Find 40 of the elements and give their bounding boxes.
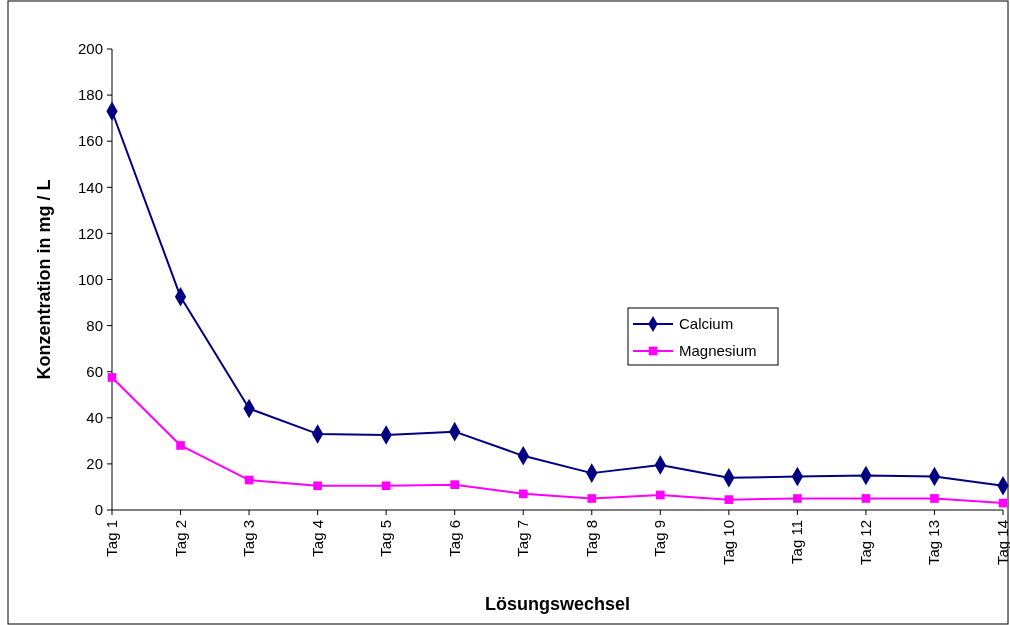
x-tick-label: Tag 11 xyxy=(788,520,806,564)
x-axis-title: Lösungswechsel xyxy=(484,594,631,614)
y-tick-label: 80 xyxy=(86,316,103,334)
point xyxy=(381,481,391,491)
point xyxy=(518,489,528,499)
x-tick-label: Tag 8 xyxy=(582,520,600,557)
point xyxy=(861,494,871,503)
y-tick-label: 0 xyxy=(94,501,103,519)
x-tick-label: Tag 7 xyxy=(514,520,532,557)
y-tick-label: 100 xyxy=(77,270,103,288)
point xyxy=(176,441,185,450)
y-tick-label: 200 xyxy=(77,40,103,58)
x-tick-label: Tag 4 xyxy=(308,520,326,557)
x-tick-label: Tag 1 xyxy=(103,520,120,557)
point xyxy=(793,494,802,503)
point xyxy=(587,494,597,503)
x-tick-label: Tag 12 xyxy=(856,520,874,566)
y-tick-label: 60 xyxy=(86,362,103,380)
x-tick-label: Tag 13 xyxy=(925,520,943,566)
y-tick-label: 140 xyxy=(77,178,103,196)
point xyxy=(313,481,322,491)
point xyxy=(724,495,734,504)
point xyxy=(450,480,460,489)
y-tick-label: 40 xyxy=(86,409,103,427)
x-tick-label: Tag 5 xyxy=(377,520,395,557)
y-tick-label: 160 xyxy=(77,132,103,150)
x-tick-label: Tag 6 xyxy=(445,520,463,557)
y-axis-title: Konzentration in mg / L xyxy=(34,179,54,380)
point xyxy=(107,373,117,382)
x-tick-label: Tag 9 xyxy=(651,520,669,557)
legend-label: Calcium xyxy=(679,315,734,333)
point xyxy=(930,494,939,503)
x-tick-label: Tag 10 xyxy=(719,520,737,566)
x-tick-label: Tag 2 xyxy=(171,520,189,557)
x-tick-label: Tag 3 xyxy=(240,520,258,557)
point xyxy=(655,490,665,500)
y-tick-label: 180 xyxy=(77,86,103,104)
y-tick-label: 120 xyxy=(77,224,103,242)
legend-label: Magnesium xyxy=(679,342,757,360)
y-tick-label: 20 xyxy=(86,455,103,473)
